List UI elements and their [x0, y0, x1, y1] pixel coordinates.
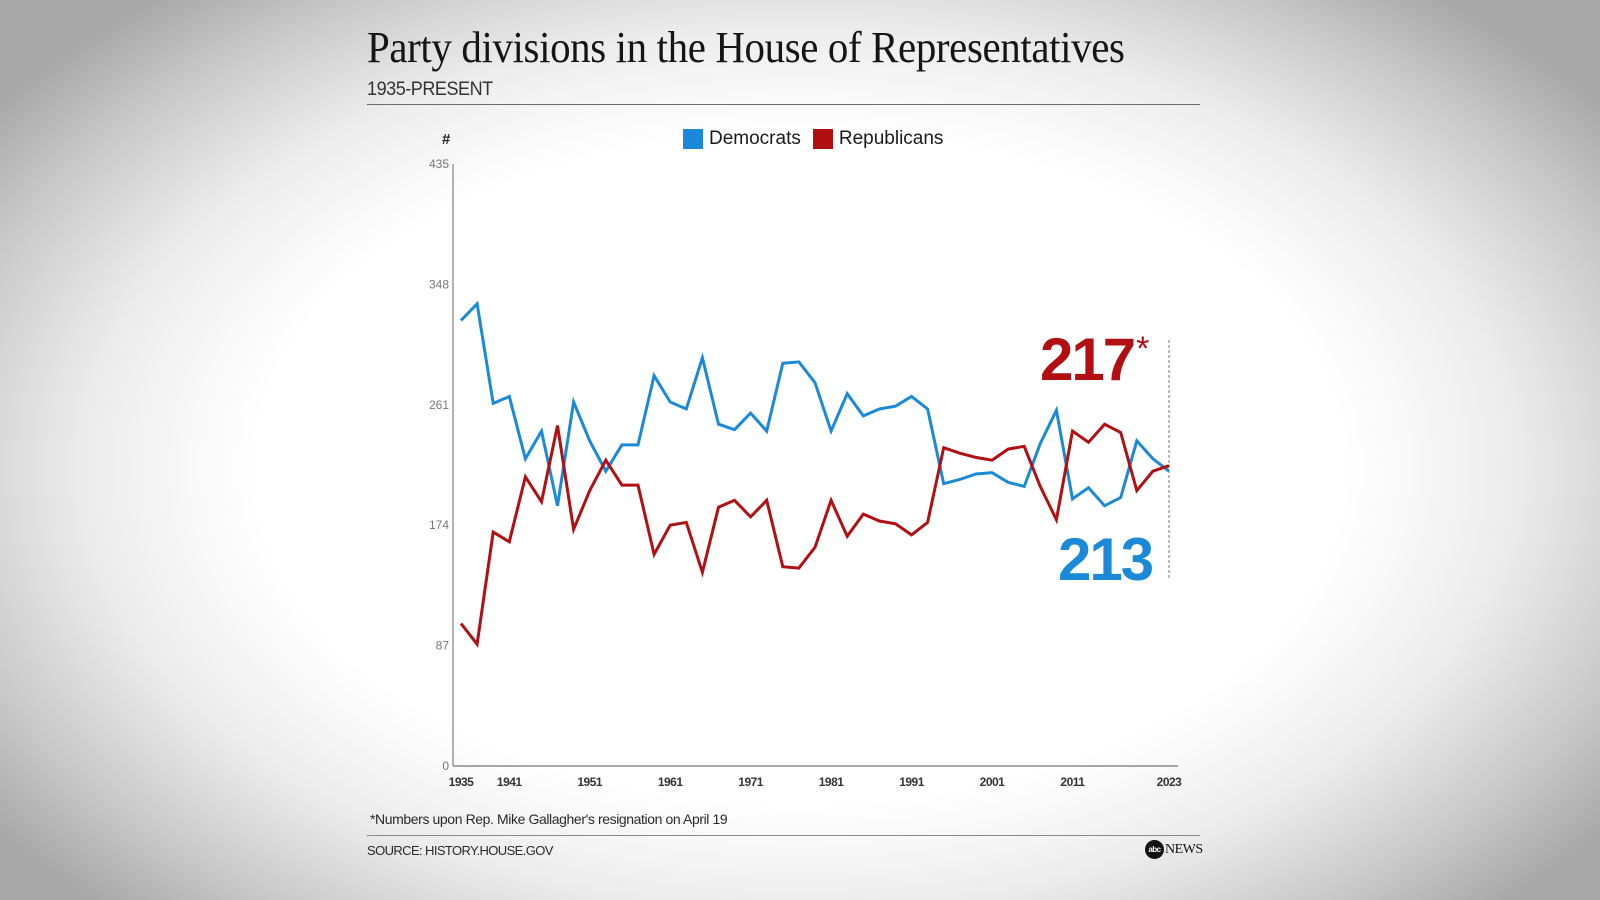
news-wordmark: NEWS — [1165, 841, 1203, 857]
chart-lines — [459, 300, 1170, 648]
legend-item-democrats: Democrats — [683, 128, 801, 150]
footer-divider — [367, 835, 1200, 836]
republican-count-value: 217 — [1040, 326, 1136, 393]
x-tick-label: 1941 — [497, 775, 523, 789]
source-credit: SOURCE: HISTORY.HOUSE.GOV — [367, 843, 553, 858]
legend-item-republicans: Republicans — [812, 128, 944, 150]
page-subtitle: 1935-PRESENT — [367, 79, 493, 100]
abc-news-logo: abc NEWS — [1145, 840, 1203, 859]
abc-logo-icon: abc — [1145, 840, 1164, 859]
x-tick-label: 2023 — [1157, 775, 1183, 789]
y-tick-label: 0 — [442, 759, 449, 773]
x-tick-label: 1971 — [738, 775, 764, 789]
series-line-republicans — [459, 422, 1170, 648]
x-tick-label: 1935 — [449, 775, 475, 789]
series-line-democrats — [459, 300, 1170, 508]
y-tick-label: 87 — [436, 639, 450, 653]
asterisk-marker: * — [1136, 330, 1149, 368]
legend-label-republicans: Republicans — [838, 128, 944, 149]
x-tick-label: 1981 — [819, 775, 845, 789]
x-tick-label: 2001 — [980, 775, 1006, 789]
x-tick-label: 1991 — [899, 775, 925, 789]
header-divider — [367, 104, 1200, 105]
legend-swatch-republicans — [812, 129, 833, 149]
x-tick-label: 1961 — [658, 775, 684, 789]
y-tick-label: 435 — [429, 157, 449, 171]
chart-legend: Democrats Republicans — [683, 128, 955, 150]
y-tick-label: 348 — [429, 277, 449, 291]
democrat-current-count: 213 — [1058, 530, 1154, 590]
y-tick-label: 174 — [429, 518, 449, 532]
y-tick-label: 261 — [429, 398, 449, 412]
page-title: Party divisions in the House of Represen… — [367, 23, 1125, 72]
x-tick-label: 2011 — [1060, 775, 1085, 789]
democrat-count-value: 213 — [1058, 526, 1154, 593]
x-tick-label: 1951 — [577, 775, 603, 789]
legend-label-democrats: Democrats — [709, 128, 801, 149]
chart-axes: 0 87 174 261 348 435 1935 1941 1951 1961 1971 1981 1… — [429, 157, 1183, 789]
y-axis-label: # — [442, 131, 451, 148]
republican-current-count: 217* — [1040, 330, 1149, 390]
legend-swatch-democrats — [683, 129, 703, 149]
footnote: *Numbers upon Rep. Mike Gallagher's resi… — [370, 811, 728, 827]
